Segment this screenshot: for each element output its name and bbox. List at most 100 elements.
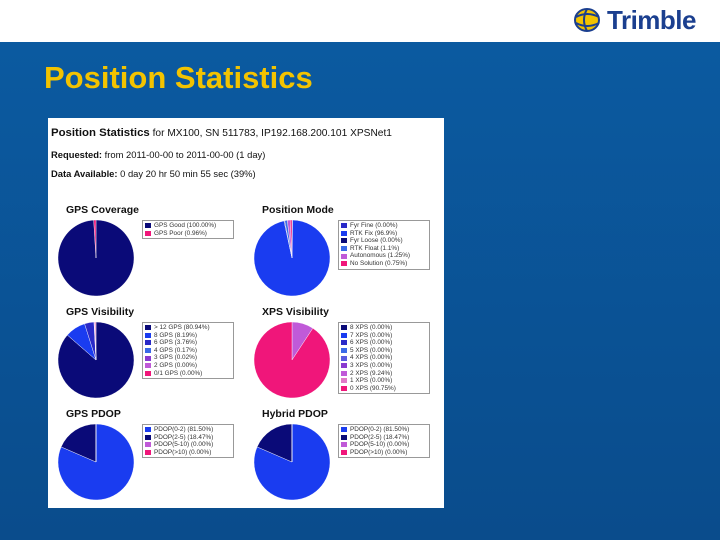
legend-label: Autonomous (1.25%)	[350, 252, 411, 260]
legend-label: 0 XPS (90.75%)	[350, 384, 396, 392]
gps-visibility-legend: > 12 GPS (80.94%) 8 GPS (8.19%) 6 GPS (3.7…	[142, 322, 234, 380]
legend-label: > 12 GPS (80.94%)	[154, 324, 210, 331]
gps-pdop-slice-0	[57, 423, 135, 501]
legend-entry: Fyr Loose (0.00%)	[341, 237, 427, 245]
legend-entry: PDOP(2-5) (18.47%)	[145, 434, 231, 442]
report-image: Position Statistics for MX100, SN 511783…	[48, 118, 444, 508]
legend-swatch	[341, 363, 347, 369]
position-mode-slice-5	[290, 219, 293, 259]
gps-coverage-legend: GPS Good (100.00%) GPS Poor (0.96%)	[142, 220, 234, 240]
report-heading: Position Statistics for MX100, SN 511783…	[51, 127, 392, 139]
legend-swatch	[341, 223, 347, 229]
legend-label: 2 XPS (9.24%)	[350, 369, 393, 377]
legend-entry: GPS Poor (0.96%)	[145, 230, 231, 238]
legend-label: 1 XPS (0.00%)	[350, 377, 393, 385]
legend-entry: Fyr Fine (0.00%)	[341, 222, 427, 230]
data-available-value: 0 day 20 hr 50 min 55 sec (39%)	[120, 168, 256, 179]
gps-coverage-panel: GPS Coverage GPS Good (100.00%) GPS Poor (…	[50, 204, 246, 304]
legend-swatch	[341, 370, 347, 376]
brand-logo: Trimble	[573, 4, 696, 36]
legend-entry: 7 XPS (0.00%)	[341, 332, 427, 340]
xps-visibility-legend: 8 XPS (0.00%) 7 XPS (0.00%) 6 XPS (0.00%) 5…	[338, 322, 430, 395]
position-mode-pie	[253, 219, 331, 297]
legend-label: 3 GPS (0.02%)	[154, 354, 197, 362]
xps-visibility-title: XPS Visibility	[262, 306, 329, 318]
legend-entry: 4 XPS (0.00%)	[341, 354, 427, 362]
legend-entry: 4 GPS (0.17%)	[145, 347, 231, 355]
legend-label: PDOP(2-5) (18.47%)	[154, 433, 214, 441]
gps-visibility-title: GPS Visibility	[66, 306, 135, 318]
legend-label: 7 XPS (0.00%)	[350, 331, 393, 339]
legend-swatch	[341, 238, 347, 244]
top-bar: Trimble	[0, 0, 720, 42]
xps-visibility-pie	[253, 321, 331, 399]
legend-label: No Solution (0.75%)	[350, 259, 408, 267]
legend-swatch	[341, 340, 347, 346]
legend-label: 3 XPS (0.00%)	[350, 361, 393, 369]
legend-label: PDOP(5-10) (0.00%)	[350, 441, 410, 449]
requested-value: from 2011-00-00 to 2011-00-00 (1 day)	[104, 149, 266, 160]
legend-label: RTK Fix (96.9%)	[350, 229, 398, 237]
gps-visibility-panel: GPS Visibility > 12 GPS (80.94%) 8 GPS (8.…	[50, 306, 246, 406]
brand-name: Trimble	[607, 4, 696, 35]
gps-pdop-pie	[57, 423, 135, 501]
legend-swatch	[341, 348, 347, 354]
legend-entry: PDOP(5-10) (0.00%)	[341, 441, 427, 449]
legend-entry: 3 XPS (0.00%)	[341, 362, 427, 370]
gps-coverage-title: GPS Coverage	[66, 204, 139, 216]
legend-swatch	[145, 325, 151, 331]
gps-visibility-slice-6	[95, 321, 97, 361]
legend-label: RTK Float (1.1%)	[350, 244, 400, 252]
legend-label: 0/1 GPS (0.00%)	[154, 369, 203, 377]
gps-pdop-legend: PDOP(0-2) (81.50%) PDOP(2-5) (18.47%) PDOP…	[142, 424, 234, 459]
position-mode-title: Position Mode	[262, 204, 334, 216]
legend-entry: 0/1 GPS (0.00%)	[145, 370, 231, 378]
gps-pdop-slice-1	[60, 423, 97, 463]
legend-swatch	[145, 355, 151, 361]
gps-visibility-pie	[57, 321, 135, 399]
legend-swatch	[341, 325, 347, 331]
legend-entry: PDOP(0-2) (81.50%)	[341, 426, 427, 434]
legend-label: PDOP(0-2) (81.50%)	[154, 426, 214, 433]
legend-entry: 8 GPS (8.19%)	[145, 332, 231, 340]
legend-label: Fyr Fine (0.00%)	[350, 222, 398, 229]
legend-entry: PDOP(2-5) (18.47%)	[341, 434, 427, 442]
legend-label: PDOP(2-5) (18.47%)	[350, 433, 410, 441]
legend-entry: > 12 GPS (80.94%)	[145, 324, 231, 332]
legend-label: 5 XPS (0.00%)	[350, 346, 393, 354]
data-available-line: Data Available: 0 day 20 hr 50 min 55 se…	[51, 168, 256, 179]
legend-swatch	[341, 434, 347, 440]
gps-pdop-title: GPS PDOP	[66, 408, 121, 420]
hybrid-pdop-slice-1	[256, 423, 293, 463]
legend-label: GPS Good (100.00%)	[154, 222, 217, 229]
legend-entry: 2 GPS (0.00%)	[145, 362, 231, 370]
position-mode-panel: Position Mode Fyr Fine (0.00%) RTK Fix (96…	[246, 204, 442, 304]
legend-swatch	[145, 340, 151, 346]
hybrid-pdop-title: Hybrid PDOP	[262, 408, 328, 420]
legend-entry: 6 XPS (0.00%)	[341, 339, 427, 347]
legend-entry: 2 XPS (9.24%)	[341, 370, 427, 378]
legend-entry: 0 XPS (90.75%)	[341, 385, 427, 393]
legend-label: Fyr Loose (0.00%)	[350, 237, 403, 245]
legend-swatch	[341, 450, 347, 456]
legend-swatch	[341, 386, 347, 392]
legend-label: 6 XPS (0.00%)	[350, 339, 393, 347]
legend-label: 2 GPS (0.00%)	[154, 361, 197, 369]
position-mode-legend: Fyr Fine (0.00%) RTK Fix (96.9%) Fyr Loose…	[338, 220, 430, 270]
data-available-label: Data Available:	[51, 168, 118, 179]
legend-entry: Autonomous (1.25%)	[341, 252, 427, 260]
legend-entry: No Solution (0.75%)	[341, 260, 427, 268]
legend-entry: PDOP(0-2) (81.50%)	[145, 426, 231, 434]
legend-entry: 8 XPS (0.00%)	[341, 324, 427, 332]
gps-pdop-panel: GPS PDOP PDOP(0-2) (81.50%) PDOP(2-5) (18.…	[50, 408, 246, 508]
legend-swatch	[145, 450, 151, 456]
legend-swatch	[145, 223, 151, 229]
legend-swatch	[341, 261, 347, 267]
hybrid-pdop-pie	[253, 423, 331, 501]
legend-swatch	[341, 442, 347, 448]
legend-entry: 3 GPS (0.02%)	[145, 354, 231, 362]
legend-label: PDOP(0-2) (81.50%)	[350, 426, 410, 433]
legend-entry: PDOP(>10) (0.00%)	[145, 449, 231, 457]
legend-swatch	[341, 230, 347, 236]
hybrid-pdop-legend: PDOP(0-2) (81.50%) PDOP(2-5) (18.47%) PDOP…	[338, 424, 430, 459]
